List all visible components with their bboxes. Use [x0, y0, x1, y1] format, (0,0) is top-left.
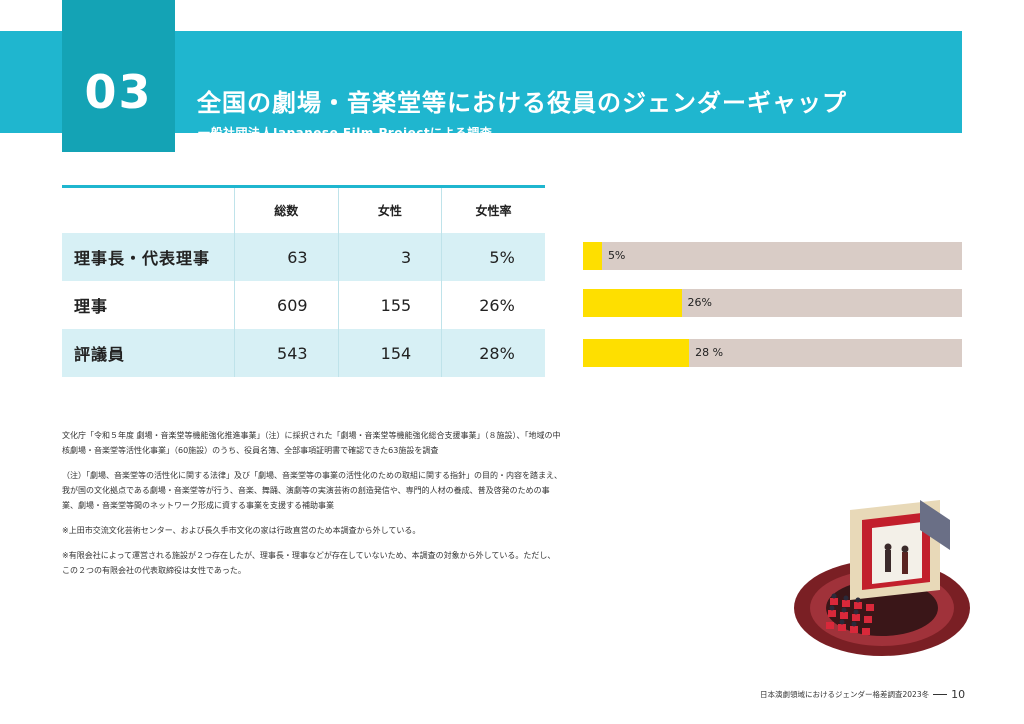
rate-bar-fill [583, 289, 682, 317]
table-header-total: 総数 [234, 188, 338, 233]
row-total: 63 [234, 233, 338, 281]
note-text: 文化庁「令和５年度 劇場・音楽堂等機能強化推進事業」（注）に採択された「劇場・音… [62, 431, 561, 455]
row-rate: 26% [441, 281, 545, 329]
table-header-rate: 女性率 [441, 188, 545, 233]
section-number-box: 03 [62, 31, 175, 152]
footer-text: 日本演劇領域におけるジェンダー格差調査2023冬 [760, 690, 930, 699]
footer: 日本演劇領域におけるジェンダー格差調査2023冬 10 [760, 688, 965, 701]
table-header-female: 女性 [337, 188, 442, 233]
row-female: 155 [337, 281, 442, 329]
theater-stage-illustration [794, 500, 970, 656]
row-label: 評議員 [74, 345, 126, 364]
row-rate: 5% [441, 233, 545, 281]
row-rate: 28% [441, 329, 545, 377]
rate-bar: 5% [583, 242, 962, 270]
table-header-row: 総数 女性 女性率 [62, 188, 545, 233]
table-row: 理事 609 155 26% [62, 281, 545, 329]
rate-bar: 26% [583, 289, 962, 317]
row-label: 理事長・代表理事 [74, 249, 211, 268]
row-female: 3 [337, 233, 442, 281]
note-text: （注）「劇場、音楽堂等の活性化に関する法律」及び「劇場、音楽堂等の事業の活性化の… [62, 471, 562, 510]
section-number: 03 [84, 64, 153, 119]
row-label: 理事 [74, 297, 109, 316]
rate-bar-label: 26% [687, 296, 712, 309]
table-row: 理事長・代表理事 63 3 5% [62, 233, 545, 281]
page-title: 全国の劇場・音楽堂等における役員のジェンダーギャップ [197, 89, 847, 117]
row-total: 609 [234, 281, 338, 329]
stats-table: 総数 女性 女性率 理事長・代表理事 63 3 5% 理事 609 155 26… [62, 185, 545, 377]
table-header-empty [62, 188, 234, 233]
row-total: 543 [234, 329, 338, 377]
rate-bar-label: 5% [607, 249, 626, 262]
note-text: ※有限会社によって運営される施設が２つ存在したが、理事長・理事などが存在していな… [62, 551, 556, 575]
rate-bar-label: 28 % [695, 346, 724, 359]
rate-bar: 28 % [583, 339, 962, 367]
table-row: 評議員 543 154 28% [62, 329, 545, 377]
note-text: ※上田市交流文化芸術センター、および長久手市文化の家は行政直営のため本調査から外… [62, 526, 421, 535]
rate-bar-fill [583, 339, 690, 367]
header-band: 03 全国の劇場・音楽堂等における役員のジェンダーギャップ 一般社団法人Japa… [0, 31, 962, 152]
page-number: 10 [951, 688, 966, 701]
notes: 文化庁「令和５年度 劇場・音楽堂等機能強化推進事業」（注）に採択された「劇場・音… [62, 428, 562, 588]
page-subtitle: 一般社団法人Japanese Film Projectによる調査 [198, 126, 493, 140]
section-number-box-top [62, 0, 175, 31]
footer-divider [933, 694, 948, 695]
row-female: 154 [337, 329, 442, 377]
rate-bar-fill [583, 242, 602, 270]
